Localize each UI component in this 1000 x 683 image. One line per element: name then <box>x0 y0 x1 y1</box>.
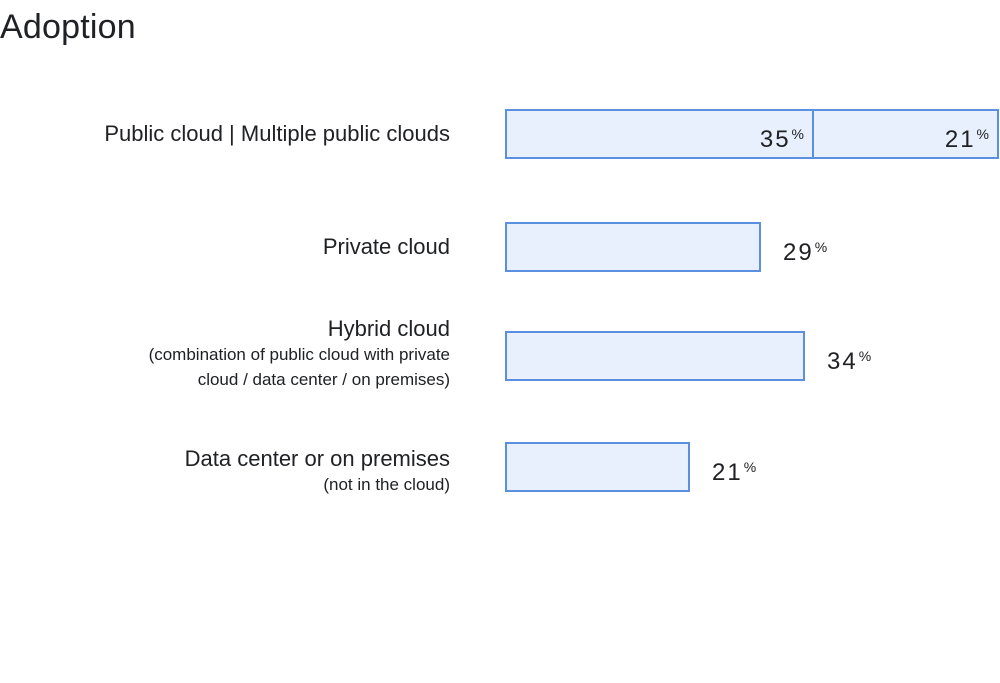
category-label-main: Data center or on premises <box>184 446 450 471</box>
bar-value-label: 35% <box>759 126 804 153</box>
category-label-main: Hybrid cloud <box>327 316 450 341</box>
category-label: Hybrid cloud (combination of public cloud… <box>149 316 450 392</box>
category-sublabel: (combination of public cloud with privat… <box>148 345 450 364</box>
bar-segment <box>505 331 805 381</box>
bar-value-label: 21% <box>944 126 989 153</box>
bar-value-label: 21% <box>712 459 757 486</box>
category-sublabel: cloud / data center / on premises) <box>197 370 450 389</box>
bar-segment <box>505 222 761 272</box>
category-label-main: Public cloud | Multiple public clouds <box>104 121 450 146</box>
category-label: Data center or on premises (not in the cl… <box>185 446 450 497</box>
bar-value-label: 29% <box>783 239 828 266</box>
bar-segment <box>814 109 999 159</box>
chart-title: Adoption <box>0 8 136 46</box>
bar-segment <box>505 109 814 159</box>
bar-value-label: 34% <box>827 348 872 375</box>
category-sublabel: (not in the cloud) <box>323 475 450 494</box>
bar-segment <box>505 442 690 492</box>
category-label-main: Private cloud <box>322 234 450 259</box>
category-label: Public cloud | Multiple public clouds <box>104 121 450 147</box>
category-label: Private cloud <box>323 234 450 260</box>
